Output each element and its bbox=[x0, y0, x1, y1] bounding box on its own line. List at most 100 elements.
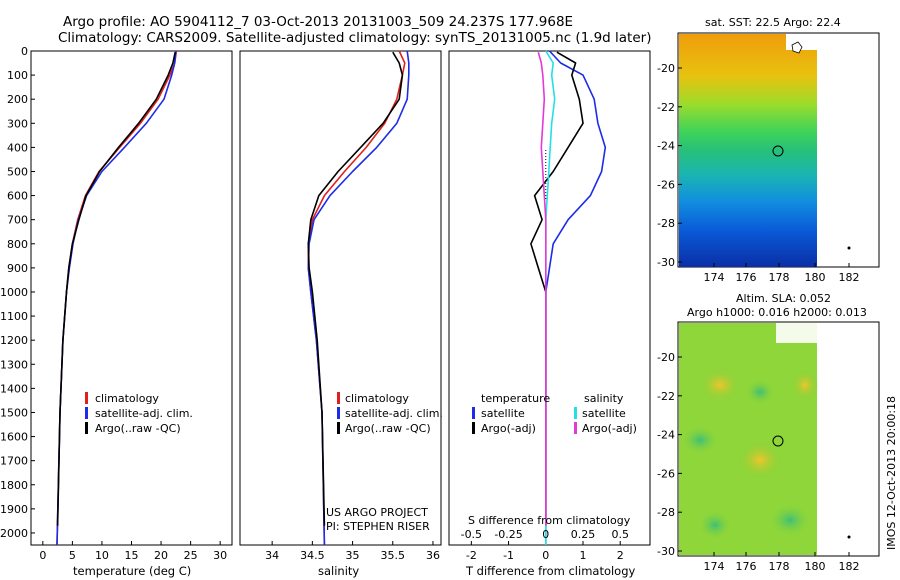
depth-tick-label: 1500 bbox=[0, 406, 28, 419]
depth-tick-label: 600 bbox=[7, 190, 28, 203]
x-tick-label: -2 bbox=[466, 549, 477, 562]
map-y-tick-label: -26 bbox=[657, 178, 675, 191]
depth-tick-label: 400 bbox=[7, 141, 28, 154]
legend-label-argo: Argo(..raw -QC) bbox=[95, 422, 181, 435]
x-tick-label: 20 bbox=[154, 549, 168, 562]
temperature-panel-frame bbox=[30, 50, 233, 546]
sst-field bbox=[679, 34, 817, 267]
temperature-axis-label: temperature (deg C) bbox=[73, 564, 191, 578]
depth-tick-label: 2000 bbox=[0, 527, 28, 540]
legend-label-t-argo: Argo(-adj) bbox=[481, 422, 536, 435]
map-y-tick-label: -28 bbox=[657, 217, 675, 230]
depth-tick-label: 100 bbox=[7, 69, 28, 82]
series-line-salinity-argo-adj- bbox=[537, 51, 547, 526]
x-tick-label: 25 bbox=[184, 549, 198, 562]
depth-tick-label: 700 bbox=[7, 214, 28, 227]
x-tick-label: 34 bbox=[265, 549, 279, 562]
x-tick-label: 30 bbox=[213, 549, 227, 562]
map-y-tick-label: -24 bbox=[657, 140, 675, 153]
s-difference-tick-label: -0.25 bbox=[494, 528, 522, 541]
x-tick-label: 0 bbox=[542, 549, 549, 562]
map-y-tick-label: -22 bbox=[657, 390, 675, 403]
legend-label-satellite: satellite-adj. clim. bbox=[95, 407, 193, 420]
map-x-tick-label: 174 bbox=[704, 271, 725, 284]
sla-high-1 bbox=[698, 367, 742, 403]
sla-small-island bbox=[847, 535, 851, 539]
x-tick-label: 35.5 bbox=[381, 549, 406, 562]
sla-map-ticks: 174 176 178 180 182 -20 -22 -24 -26 -28 -30 bbox=[657, 351, 859, 573]
x-tick-label: 1 bbox=[580, 549, 587, 562]
sla-high-3 bbox=[736, 440, 784, 480]
sla-low-2 bbox=[682, 426, 718, 454]
legend-label-argo: Argo(..raw -QC) bbox=[345, 422, 431, 435]
salinity-panel-frame bbox=[239, 50, 442, 546]
series-line-temperature-argo-adj- bbox=[530, 51, 584, 526]
map-x-tick-label: 182 bbox=[839, 271, 860, 284]
sst-map-ticks: 174 176 178 180 182 -20 -22 -24 -26 -28 -30 bbox=[657, 62, 859, 284]
legend-label-s-satellite: satellite bbox=[582, 407, 626, 420]
depth-tick-label: 1700 bbox=[0, 455, 28, 468]
sla-coast-mask bbox=[776, 323, 817, 343]
depth-tick-label: 1900 bbox=[0, 503, 28, 516]
t-difference-axis-label: T difference from climatology bbox=[465, 564, 636, 578]
side-label-container: IMOS 12-Oct-2013 20:00:18 bbox=[885, 396, 898, 550]
sla-argo-marker bbox=[772, 435, 784, 447]
map-y-tick-label: -30 bbox=[657, 545, 675, 558]
legend-head-salinity: salinity bbox=[584, 392, 624, 405]
title-line-1: Argo profile: AO 5904112_7 03-Oct-2013 2… bbox=[63, 14, 573, 30]
map-y-tick-label: -20 bbox=[657, 62, 675, 75]
x-tick-label: -1 bbox=[503, 549, 514, 562]
sst-map-title: sat. SST: 22.5 Argo: 22.4 bbox=[705, 16, 841, 29]
temperature-legend: climatology satellite-adj. clim. Argo(..… bbox=[85, 392, 193, 435]
salinity-legend: climatology satellite-adj. clim. Argo(..… bbox=[337, 392, 443, 435]
legend-swatch-climatology bbox=[85, 392, 88, 404]
x-tick-label: 15 bbox=[125, 549, 139, 562]
map-x-tick-label: 182 bbox=[839, 560, 860, 573]
x-tick-label: 10 bbox=[95, 549, 109, 562]
legend-head-temperature: temperature bbox=[481, 392, 550, 405]
sla-map-title-1: Altim. SLA: 0.052 bbox=[736, 292, 831, 305]
depth-tick-label: 200 bbox=[7, 93, 28, 106]
map-x-tick-label: 178 bbox=[769, 560, 790, 573]
map-x-tick-label: 180 bbox=[805, 560, 826, 573]
x-tick-label: 0 bbox=[39, 549, 46, 562]
s-difference-tick-label: -0.5 bbox=[461, 528, 482, 541]
temperature-x-axis: 0 5 10 15 20 25 30 bbox=[39, 541, 227, 562]
depth-tick-label: 500 bbox=[7, 165, 28, 178]
map-x-tick-label: 176 bbox=[736, 271, 757, 284]
series-line-satellite-adj-clim- bbox=[56, 50, 177, 546]
depth-tick-label: 1400 bbox=[0, 382, 28, 395]
legend-label-s-argo: Argo(-adj) bbox=[582, 422, 637, 435]
series-line-climatology bbox=[56, 50, 178, 546]
map-y-tick-label: -22 bbox=[657, 101, 675, 114]
sla-low-3 bbox=[770, 504, 810, 536]
x-tick-label: 35 bbox=[346, 549, 360, 562]
depth-tick-label: 800 bbox=[7, 238, 28, 251]
sst-small-island bbox=[847, 246, 851, 250]
legend-swatch-satellite bbox=[85, 407, 88, 419]
depth-tick-label: 300 bbox=[7, 117, 28, 130]
map-y-tick-label: -20 bbox=[657, 351, 675, 364]
depth-tick-label: 1000 bbox=[0, 286, 28, 299]
s-difference-ticks: -0.5 -0.25 0 0.25 0.5 bbox=[461, 528, 629, 541]
side-label: IMOS 12-Oct-2013 20:00:18 bbox=[885, 396, 898, 550]
x-tick-label: 5 bbox=[69, 549, 76, 562]
depth-tick-label: 1800 bbox=[0, 479, 28, 492]
s-difference-tick-label: 0.5 bbox=[611, 528, 629, 541]
x-tick-label: 34.5 bbox=[300, 549, 325, 562]
credit-pi: PI: STEPHEN RISER bbox=[326, 520, 430, 533]
difference-legend: temperature salinity satellite Argo(-adj… bbox=[472, 392, 637, 435]
temperature-series bbox=[56, 50, 178, 546]
series-line-salinity-satellite bbox=[544, 50, 556, 545]
x-tick-label: 2 bbox=[617, 549, 624, 562]
difference-panel-frame bbox=[448, 50, 651, 546]
map-x-tick-label: 180 bbox=[805, 271, 826, 284]
series-line-satellite-adj-clim- bbox=[307, 50, 410, 546]
series-line-temperature-satellite bbox=[544, 50, 607, 545]
series-line-argo-raw-qc- bbox=[56, 52, 176, 526]
legend-label-satellite: satellite-adj. clim. bbox=[345, 407, 443, 420]
depth-tick-label: 1200 bbox=[0, 334, 28, 347]
salinity-series bbox=[307, 50, 410, 546]
legend-swatch-argo bbox=[85, 422, 88, 434]
